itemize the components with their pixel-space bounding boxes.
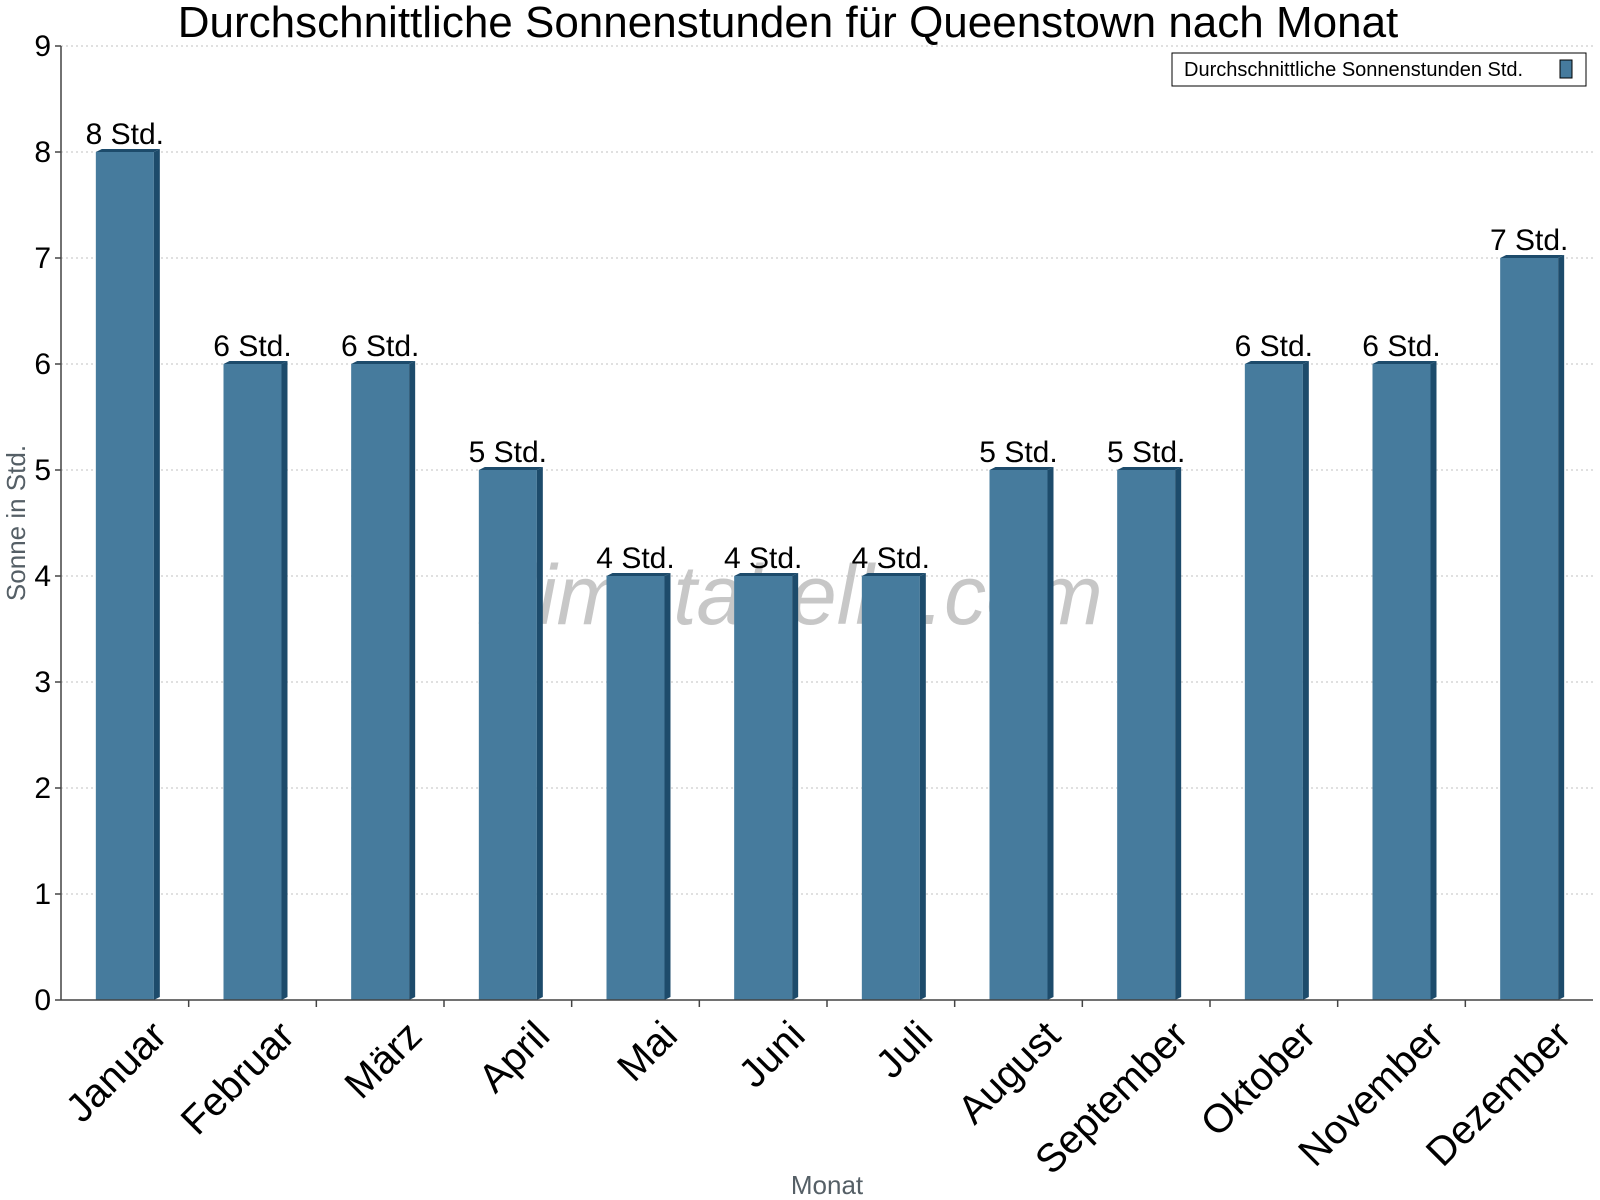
bar-side — [409, 361, 416, 1000]
y-tick-label: 5 — [34, 454, 51, 487]
y-tick-label: 9 — [34, 30, 51, 63]
bar-side — [792, 573, 799, 1000]
bar-top — [95, 149, 160, 152]
x-tick-label: August — [950, 1013, 1069, 1132]
bar-face — [1117, 470, 1176, 1000]
bar — [606, 573, 671, 1000]
bar-top — [478, 467, 543, 470]
bar-face — [351, 364, 410, 1000]
grid-lines — [61, 45, 1593, 895]
x-tick-label: Mai — [609, 1013, 686, 1090]
data-label: 6 Std. — [1362, 330, 1440, 363]
bar-side — [664, 573, 671, 1000]
axes — [60, 46, 1593, 1001]
bar — [1372, 361, 1437, 1000]
x-tick-label: Februar — [173, 1013, 303, 1143]
bar-top — [734, 573, 799, 576]
data-label: 5 Std. — [1107, 436, 1185, 469]
bar-face — [734, 576, 793, 1000]
y-tick-label: 8 — [34, 136, 51, 169]
bar-face — [478, 470, 537, 1000]
legend-swatch — [1559, 59, 1573, 79]
bar-side — [281, 361, 288, 1000]
data-label: 5 Std. — [979, 436, 1057, 469]
x-tick-label: Juni — [731, 1013, 814, 1096]
bar-side — [1175, 467, 1182, 1000]
x-tick-label: Juli — [868, 1013, 942, 1087]
bar-face — [989, 470, 1048, 1000]
bar — [95, 149, 160, 1000]
data-label: 6 Std. — [213, 330, 291, 363]
data-label: 6 Std. — [341, 330, 419, 363]
bar-face — [95, 152, 154, 1000]
bar — [1117, 467, 1182, 1000]
x-tick-label: April — [470, 1013, 558, 1101]
legend-label: Durchschnittliche Sonnenstunden Std. — [1184, 59, 1523, 81]
bar — [1244, 361, 1309, 1000]
data-label: 8 Std. — [86, 118, 164, 151]
chart-title: Durchschnittliche Sonnenstunden für Quee… — [178, 0, 1399, 47]
y-tick-label: 1 — [34, 878, 51, 911]
bar-top — [223, 361, 288, 364]
bar-top — [1500, 255, 1565, 258]
x-tick-label: März — [337, 1013, 431, 1107]
bar — [351, 361, 416, 1000]
bar-top — [606, 573, 671, 576]
y-tick-label: 3 — [34, 666, 51, 699]
y-tick-label: 0 — [34, 984, 51, 1017]
bar-side — [153, 149, 160, 1000]
y-axis-label: Sonne in Std. — [1, 445, 31, 601]
data-label: 4 Std. — [596, 542, 674, 575]
bar-face — [1244, 364, 1303, 1000]
bar-top — [1117, 467, 1182, 470]
bar-side — [536, 467, 543, 1000]
bar-face — [1372, 364, 1431, 1000]
bar — [861, 573, 926, 1000]
y-tick-label: 4 — [34, 560, 51, 593]
data-label: 5 Std. — [469, 436, 547, 469]
bar-top — [1244, 361, 1309, 364]
y-tick-label: 7 — [34, 242, 51, 275]
x-tick-label: Januar — [58, 1013, 176, 1131]
data-label: 4 Std. — [852, 542, 930, 575]
legend-box — [1171, 52, 1587, 87]
data-label: 7 Std. — [1490, 224, 1568, 257]
bar-top — [1372, 361, 1437, 364]
bars — [95, 149, 1565, 1000]
bar-side — [1430, 361, 1437, 1000]
bar-side — [1047, 467, 1054, 1000]
x-axis-label: Monat — [791, 1170, 864, 1200]
bar-face — [606, 576, 665, 1000]
bar — [734, 573, 799, 1000]
y-tick-label: 6 — [34, 348, 51, 381]
data-labels: 8 Std. 6 Std. 6 Std. 5 Std. 4 Std. 4 Std. 4 St… — [86, 118, 1569, 575]
bar-face — [223, 364, 282, 1000]
bar-face — [1500, 258, 1559, 1000]
bar-side — [1558, 255, 1565, 1000]
bar — [478, 467, 543, 1000]
y-tick-label: 2 — [34, 772, 51, 805]
bar — [989, 467, 1054, 1000]
x-tick-label: Oktober — [1192, 1013, 1324, 1145]
legend: Durchschnittliche Sonnenstunden Std. — [1171, 52, 1587, 87]
bar-face — [861, 576, 920, 1000]
bar — [223, 361, 288, 1000]
bar-top — [989, 467, 1054, 470]
y-tick-labels: 0 1 2 3 4 5 6 7 8 9 — [34, 30, 61, 1017]
bar-side — [1302, 361, 1309, 1000]
bar — [1500, 255, 1565, 1000]
bar-top — [861, 573, 926, 576]
bar-top — [351, 361, 416, 364]
bar-side — [919, 573, 926, 1000]
data-label: 4 Std. — [724, 542, 802, 575]
data-label: 6 Std. — [1235, 330, 1313, 363]
